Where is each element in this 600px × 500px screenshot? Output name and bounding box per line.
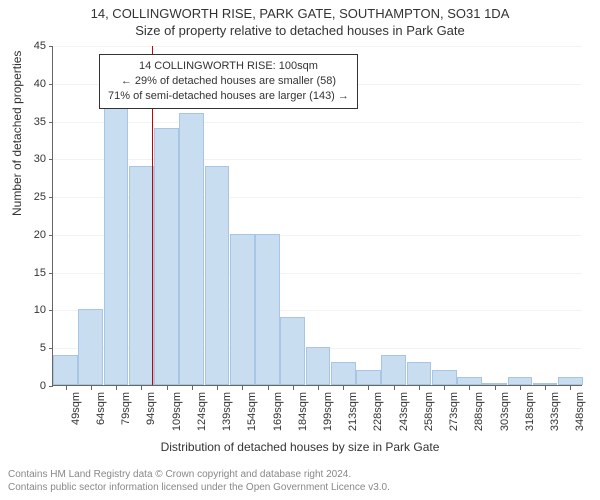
xtick-mark [570, 386, 571, 390]
xtick-mark [217, 386, 218, 390]
xtick-mark [141, 386, 142, 390]
histogram-bar [533, 383, 558, 385]
xtick-mark [444, 386, 445, 390]
ytick-label: 30 [16, 153, 46, 165]
histogram-bar [129, 166, 154, 385]
histogram-bar [255, 234, 280, 385]
histogram-bar [508, 377, 533, 385]
ytick-mark [49, 386, 53, 387]
plot-area: 14 COLLINGWORTH RISE: 100sqm ← 29% of de… [52, 46, 582, 386]
annotation-line1: 14 COLLINGWORTH RISE: 100sqm [108, 59, 349, 74]
histogram-bar [280, 317, 305, 385]
xtick-mark [469, 386, 470, 390]
x-axis-label: Distribution of detached houses by size … [0, 440, 600, 454]
histogram-bar [205, 166, 230, 385]
histogram-bar [432, 370, 457, 385]
ytick-label: 0 [16, 380, 46, 392]
xtick-mark [116, 386, 117, 390]
xtick-mark [293, 386, 294, 390]
xtick-mark [318, 386, 319, 390]
xtick-mark [545, 386, 546, 390]
xtick-mark [495, 386, 496, 390]
footer-attribution: Contains HM Land Registry data © Crown c… [0, 464, 600, 498]
title-address: 14, COLLINGWORTH RISE, PARK GATE, SOUTHA… [0, 6, 600, 21]
xtick-mark [368, 386, 369, 390]
histogram-bar [230, 234, 255, 385]
xtick-mark [419, 386, 420, 390]
annotation-line3: 71% of semi-detached houses are larger (… [108, 89, 349, 104]
histogram-bar [356, 370, 381, 385]
ytick-label: 40 [16, 78, 46, 90]
histogram-bar [558, 377, 583, 385]
xtick-mark [91, 386, 92, 390]
xtick-mark [242, 386, 243, 390]
ytick-label: 25 [16, 191, 46, 203]
histogram-bar [78, 309, 103, 385]
histogram-bar [331, 362, 356, 385]
ytick-label: 5 [16, 342, 46, 354]
histogram-bar [381, 355, 406, 385]
annotation-line2: ← 29% of detached houses are smaller (58… [108, 74, 349, 89]
histogram-bar [154, 128, 179, 385]
xtick-mark [66, 386, 67, 390]
histogram-bar [179, 113, 204, 385]
footer-line1: Contains HM Land Registry data © Crown c… [8, 468, 592, 481]
histogram-bar [53, 355, 78, 385]
ytick-label: 20 [16, 229, 46, 241]
xtick-mark [268, 386, 269, 390]
ytick-label: 10 [16, 304, 46, 316]
histogram-bar [457, 377, 482, 385]
xtick-mark [343, 386, 344, 390]
title-subtitle: Size of property relative to detached ho… [0, 23, 600, 38]
xtick-mark [167, 386, 168, 390]
ytick-label: 45 [16, 40, 46, 52]
chart-area: 14 COLLINGWORTH RISE: 100sqm ← 29% of de… [52, 46, 582, 386]
ytick-label: 15 [16, 267, 46, 279]
histogram-bar [306, 347, 331, 385]
annotation-box: 14 COLLINGWORTH RISE: 100sqm ← 29% of de… [99, 54, 358, 109]
chart-titles: 14, COLLINGWORTH RISE, PARK GATE, SOUTHA… [0, 0, 600, 38]
footer-line2: Contains public sector information licen… [8, 481, 592, 494]
histogram-bar [407, 362, 432, 385]
histogram-bar [482, 383, 507, 385]
ytick-label: 35 [16, 116, 46, 128]
xtick-mark [192, 386, 193, 390]
xtick-mark [520, 386, 521, 390]
histogram-bar [104, 105, 129, 385]
xtick-mark [394, 386, 395, 390]
